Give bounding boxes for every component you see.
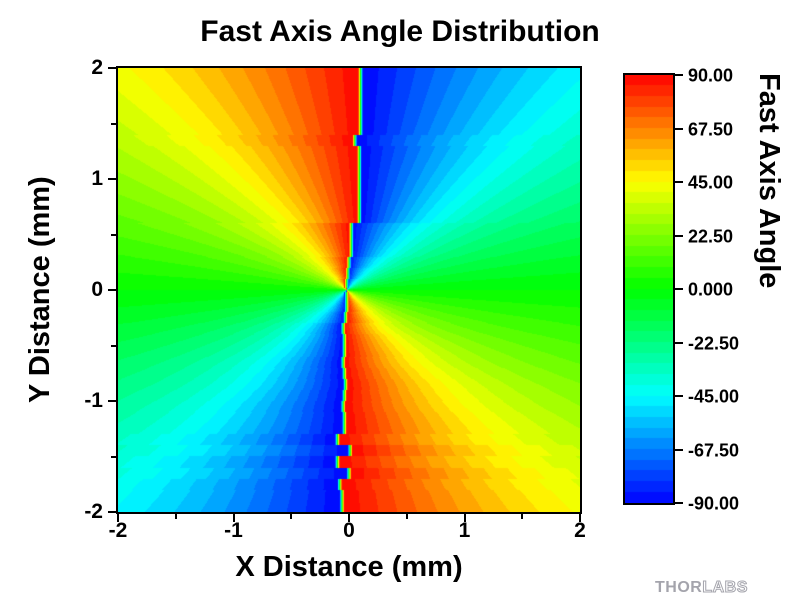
x-tick-mark: [463, 514, 466, 522]
x-tick-label: -1: [224, 519, 243, 542]
x-tick-mark: [117, 514, 119, 522]
y-tick-mark: [108, 67, 116, 69]
y-axis-title: Y Distance (mm): [24, 176, 56, 404]
x-tick-label: 2: [574, 519, 586, 542]
colorbar-tick-mark: [675, 448, 683, 451]
x-tick-mark: [348, 514, 350, 522]
colorbar-tick-label: -90.00: [688, 493, 740, 514]
colorbar-canvas: [625, 75, 673, 503]
x-minor-tick-mark: [405, 514, 408, 519]
colorbar-tick-mark: [675, 395, 683, 397]
colorbar-tick-label: 0.000: [688, 279, 734, 300]
x-tick-mark: [232, 514, 235, 522]
colorbar: [623, 73, 675, 505]
colorbar-tick-mark: [675, 341, 683, 344]
y-tick-label: 0: [91, 278, 103, 301]
y-tick-mark: [108, 400, 116, 402]
colorbar-title: Fast Axis Angle: [753, 73, 785, 289]
colorbar-tick-mark: [675, 288, 683, 290]
colorbar-tick-label: -45.00: [688, 386, 740, 407]
logo-thor: THOR: [655, 579, 703, 596]
x-minor-tick-mark: [290, 514, 293, 519]
y-minor-tick-mark: [111, 344, 116, 347]
colorbar-tick-label: -67.50: [688, 439, 740, 460]
x-axis-title: X Distance (mm): [235, 551, 463, 583]
x-tick-label: 1: [458, 519, 471, 542]
colorbar-tick-mark: [675, 234, 683, 237]
logo-labs: LABS: [702, 579, 748, 597]
y-tick-label: 1: [91, 167, 103, 190]
colorbar-tick-mark: [675, 181, 683, 183]
x-minor-tick-mark: [174, 514, 177, 519]
colorbar-tick-label: 90.00: [688, 65, 734, 86]
y-tick-label: 2: [91, 56, 103, 79]
colorbar-tick-mark: [675, 502, 683, 504]
chart-title: Fast Axis Angle Distribution: [200, 15, 600, 48]
colorbar-tick-label: 22.50: [688, 225, 734, 246]
x-tick-label: -2: [108, 519, 128, 542]
colorbar-tick-label: -22.50: [688, 332, 740, 353]
colorbar-tick-mark: [675, 74, 683, 76]
x-tick-label: 0: [343, 519, 355, 542]
heatmap-canvas: [118, 68, 580, 512]
x-tick-mark: [579, 514, 581, 522]
y-tick-label: -2: [84, 500, 103, 523]
colorbar-tick-mark: [675, 127, 683, 130]
x-minor-tick-mark: [521, 514, 524, 519]
y-tick-label: -1: [84, 389, 103, 412]
colorbar-tick-label: 67.50: [688, 118, 734, 139]
y-minor-tick-mark: [111, 455, 116, 458]
y-tick-mark: [108, 511, 116, 513]
y-tick-mark: [108, 178, 116, 180]
thorlabs-logo: THORLABS: [655, 579, 748, 597]
heatmap-plot: [116, 66, 582, 514]
colorbar-tick-label: 45.00: [688, 172, 734, 193]
y-minor-tick-mark: [111, 233, 116, 236]
y-minor-tick-mark: [111, 122, 116, 125]
y-tick-mark: [108, 289, 116, 291]
